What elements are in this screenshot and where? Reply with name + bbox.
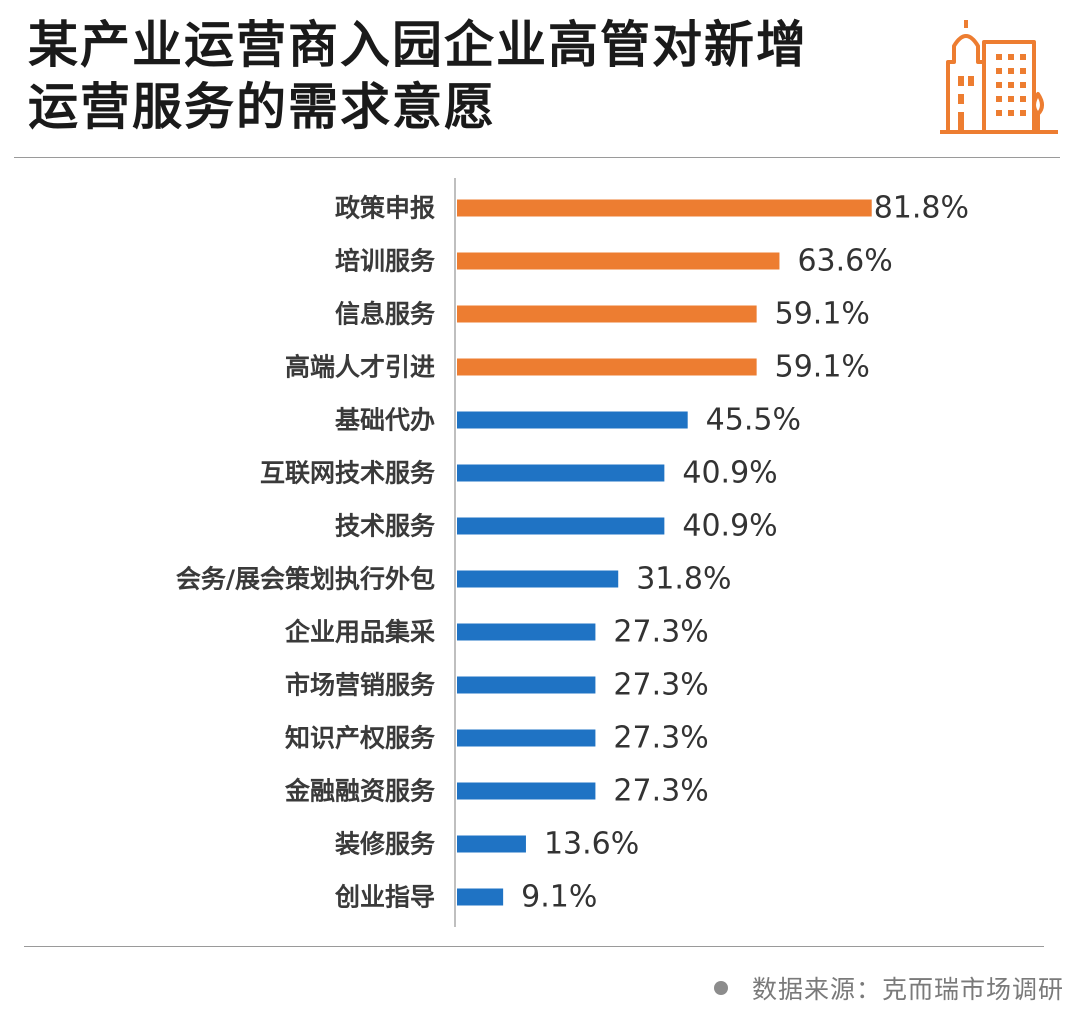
bullet-icon xyxy=(713,981,728,995)
chart-title: 某产业运营商入园企业高管对新增 运营服务的需求意愿 xyxy=(28,14,908,138)
data-label: 31.8% xyxy=(636,562,731,597)
bar xyxy=(457,782,596,800)
category-label: 金融融资服务 xyxy=(284,777,435,806)
category-label: 培训服务 xyxy=(335,247,435,276)
category-label: 会务/展会策划执行外包 xyxy=(176,565,435,594)
bar xyxy=(457,835,526,853)
category-label: 互联网技术服务 xyxy=(260,459,435,488)
bar xyxy=(457,517,665,535)
bar xyxy=(457,411,688,429)
title-divider xyxy=(14,157,1060,158)
bar xyxy=(457,199,872,217)
category-label: 装修服务 xyxy=(335,830,435,859)
bar xyxy=(457,305,757,323)
data-label: 59.1% xyxy=(775,350,870,385)
title-line-2: 运营服务的需求意愿 xyxy=(28,78,496,136)
data-label: 63.6% xyxy=(797,244,892,279)
bar xyxy=(457,888,504,906)
data-label: 45.5% xyxy=(706,403,801,438)
title-line-1: 某产业运营商入园企业高管对新增 xyxy=(28,16,808,74)
data-source: 数据来源：克而瑞市场调研 xyxy=(713,970,1064,1006)
data-label: 13.6% xyxy=(544,827,639,862)
bar xyxy=(457,676,596,694)
data-label: 27.3% xyxy=(613,615,708,650)
category-label: 知识产权服务 xyxy=(285,724,435,753)
bar xyxy=(457,570,619,588)
footer-divider xyxy=(24,946,1044,947)
data-label: 9.1% xyxy=(521,880,597,915)
category-label: 市场营销服务 xyxy=(285,671,435,700)
data-label: 27.3% xyxy=(613,774,708,809)
data-source-text: 数据来源：克而瑞市场调研 xyxy=(751,975,1064,1004)
city-buildings-icon xyxy=(940,20,1058,134)
data-label: 59.1% xyxy=(775,297,870,332)
category-label: 高端人才引进 xyxy=(285,353,435,382)
data-label: 81.8% xyxy=(874,191,969,226)
category-label: 创业指导 xyxy=(334,883,435,912)
category-label: 基础代办 xyxy=(335,406,435,435)
bar xyxy=(457,623,596,641)
bar xyxy=(457,252,780,270)
category-label: 企业用品集采 xyxy=(285,618,435,647)
category-label: 技术服务 xyxy=(335,512,435,541)
category-label: 政策申报 xyxy=(335,194,435,223)
bar xyxy=(457,358,757,376)
data-label: 27.3% xyxy=(613,668,708,703)
data-label: 40.9% xyxy=(682,456,777,491)
bar-chart: 政策申报 81.8% 培训服务 63.6% 信息服务 59.1% 高端人才引进 59.1% 基础… xyxy=(176,178,969,927)
bar xyxy=(457,729,596,747)
data-label: 27.3% xyxy=(613,721,708,756)
category-label: 信息服务 xyxy=(335,300,435,329)
bar xyxy=(457,464,665,482)
data-label: 40.9% xyxy=(682,509,777,544)
